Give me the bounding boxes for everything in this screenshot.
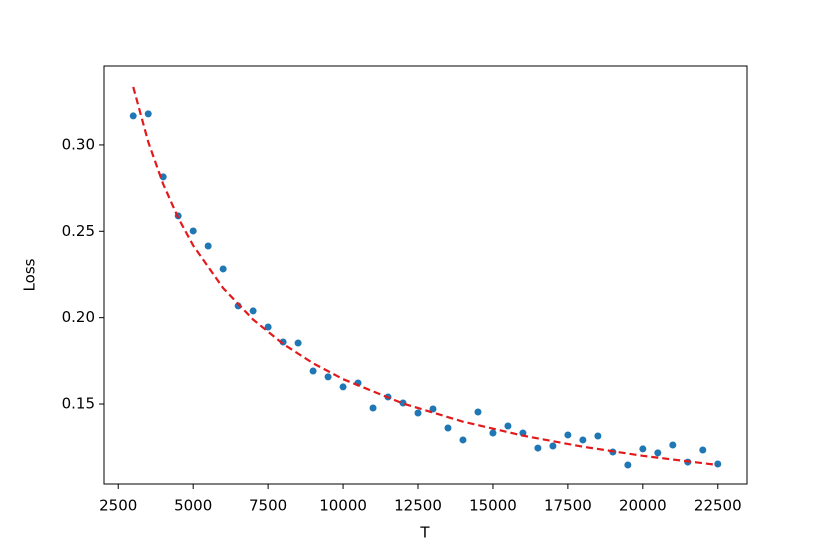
data-point (624, 461, 632, 469)
x-tick-label: 2500 (99, 497, 137, 515)
x-axis-label: T (419, 524, 430, 542)
data-point (264, 323, 272, 331)
data-point (699, 446, 707, 454)
data-point (519, 429, 527, 437)
y-tick-label: 0.25 (62, 222, 95, 240)
x-tick-label: 12500 (394, 497, 442, 515)
data-point (219, 265, 227, 273)
data-point (309, 367, 317, 375)
y-axis-label: Loss (21, 258, 39, 291)
plot-frame (103, 65, 748, 485)
x-tick-label: 10000 (319, 497, 367, 515)
data-point (129, 112, 137, 120)
data-point (159, 173, 167, 181)
data-point (429, 405, 437, 413)
data-point (189, 227, 197, 235)
data-point (639, 445, 647, 453)
data-point (504, 422, 512, 430)
data-point (654, 449, 662, 457)
data-point (414, 409, 422, 417)
y-tick-label: 0.20 (62, 308, 95, 326)
data-point (534, 444, 542, 452)
x-tick-label: 15000 (469, 497, 517, 515)
data-point (399, 399, 407, 407)
data-point (144, 110, 152, 118)
data-point (369, 404, 377, 412)
fit-line (132, 86, 718, 467)
data-point (579, 436, 587, 444)
y-tick-label: 0.30 (62, 135, 95, 153)
y-tick-label: 0.15 (62, 395, 95, 413)
x-tick-label: 7500 (249, 497, 287, 515)
data-point (669, 441, 677, 449)
data-point (489, 429, 497, 437)
data-point (474, 408, 482, 416)
data-point (249, 307, 257, 315)
data-point (459, 436, 467, 444)
x-tick-label: 17500 (544, 497, 592, 515)
data-point (339, 383, 347, 391)
data-point (594, 432, 602, 440)
data-point (549, 442, 557, 450)
data-point (294, 339, 302, 347)
data-point (324, 373, 332, 381)
data-point (444, 424, 452, 432)
data-point (204, 242, 212, 250)
x-tick-label: 22500 (694, 497, 742, 515)
x-tick-label: 5000 (174, 497, 212, 515)
x-tick-label: 20000 (619, 497, 667, 515)
data-point (564, 431, 572, 439)
